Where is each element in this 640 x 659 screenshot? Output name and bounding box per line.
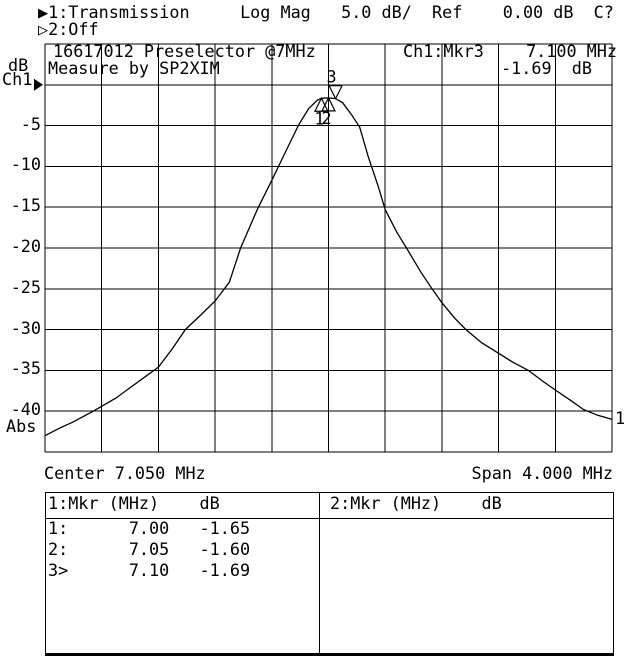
y-axis-unit-label: dB bbox=[8, 55, 29, 75]
marker-1-label: 1 bbox=[314, 108, 324, 128]
marker-table: 1:Mkr (MHz) dB 2:Mkr (MHz) dB 1: 7.00 -1… bbox=[45, 492, 614, 656]
x-axis-span-label: Span 4.000 MHz bbox=[471, 463, 613, 483]
channel-label: Ch1 bbox=[2, 69, 33, 89]
marker-2-icon bbox=[321, 96, 336, 112]
marker-table-header-ch2: 2:Mkr (MHz) dB bbox=[330, 493, 502, 513]
trace-ch1 bbox=[44, 97, 613, 437]
y-tick-label: -30 bbox=[10, 317, 41, 338]
x-axis-center-label: Center 7.050 MHz bbox=[44, 463, 206, 483]
marker-table-divider bbox=[319, 493, 320, 653]
marker-table-header-rule bbox=[46, 518, 613, 519]
y-tick-label: -40 bbox=[10, 399, 41, 420]
graph-title-line1: 16617012 Preselector @7MHz bbox=[53, 41, 316, 61]
channel-1-status-line[interactable]: ▶1:Transmission Log Mag 5.0 dB/ Ref 0.00… bbox=[38, 2, 614, 22]
marker-3-label: 3 bbox=[327, 67, 337, 87]
ref-level-pointer-icon bbox=[34, 78, 43, 91]
y-tick-label: -35 bbox=[10, 358, 41, 379]
channel-2-status-line[interactable]: ▷2:Off bbox=[38, 19, 99, 39]
marker-table-row: 2: 7.05 -1.60 bbox=[48, 539, 251, 559]
y-axis-abs-label: Abs bbox=[6, 416, 37, 436]
marker-table-row: 1: 7.00 -1.65 bbox=[48, 518, 251, 538]
marker-readout-label: Ch1:Mkr3 bbox=[403, 41, 484, 61]
trace-number-label: 1 bbox=[615, 408, 626, 428]
marker-2-label: 2 bbox=[321, 108, 331, 128]
marker-readout-frequency: 7.100 MHz bbox=[526, 41, 617, 61]
y-tick-label: -15 bbox=[10, 195, 41, 216]
y-tick-label: -25 bbox=[10, 276, 41, 297]
marker-table-header-ch1: 1:Mkr (MHz) dB bbox=[48, 493, 220, 513]
marker-table-row: 3> 7.10 -1.69 bbox=[48, 560, 251, 580]
y-tick-label: -20 bbox=[10, 236, 41, 256]
graph-title-line2: Measure by SP2XIM bbox=[48, 58, 220, 78]
y-tick-label: -10 bbox=[10, 154, 41, 175]
marker-3-icon bbox=[328, 84, 344, 100]
y-tick-label: -5 bbox=[20, 113, 41, 134]
marker-readout-level: -1.69 dB bbox=[501, 58, 592, 78]
